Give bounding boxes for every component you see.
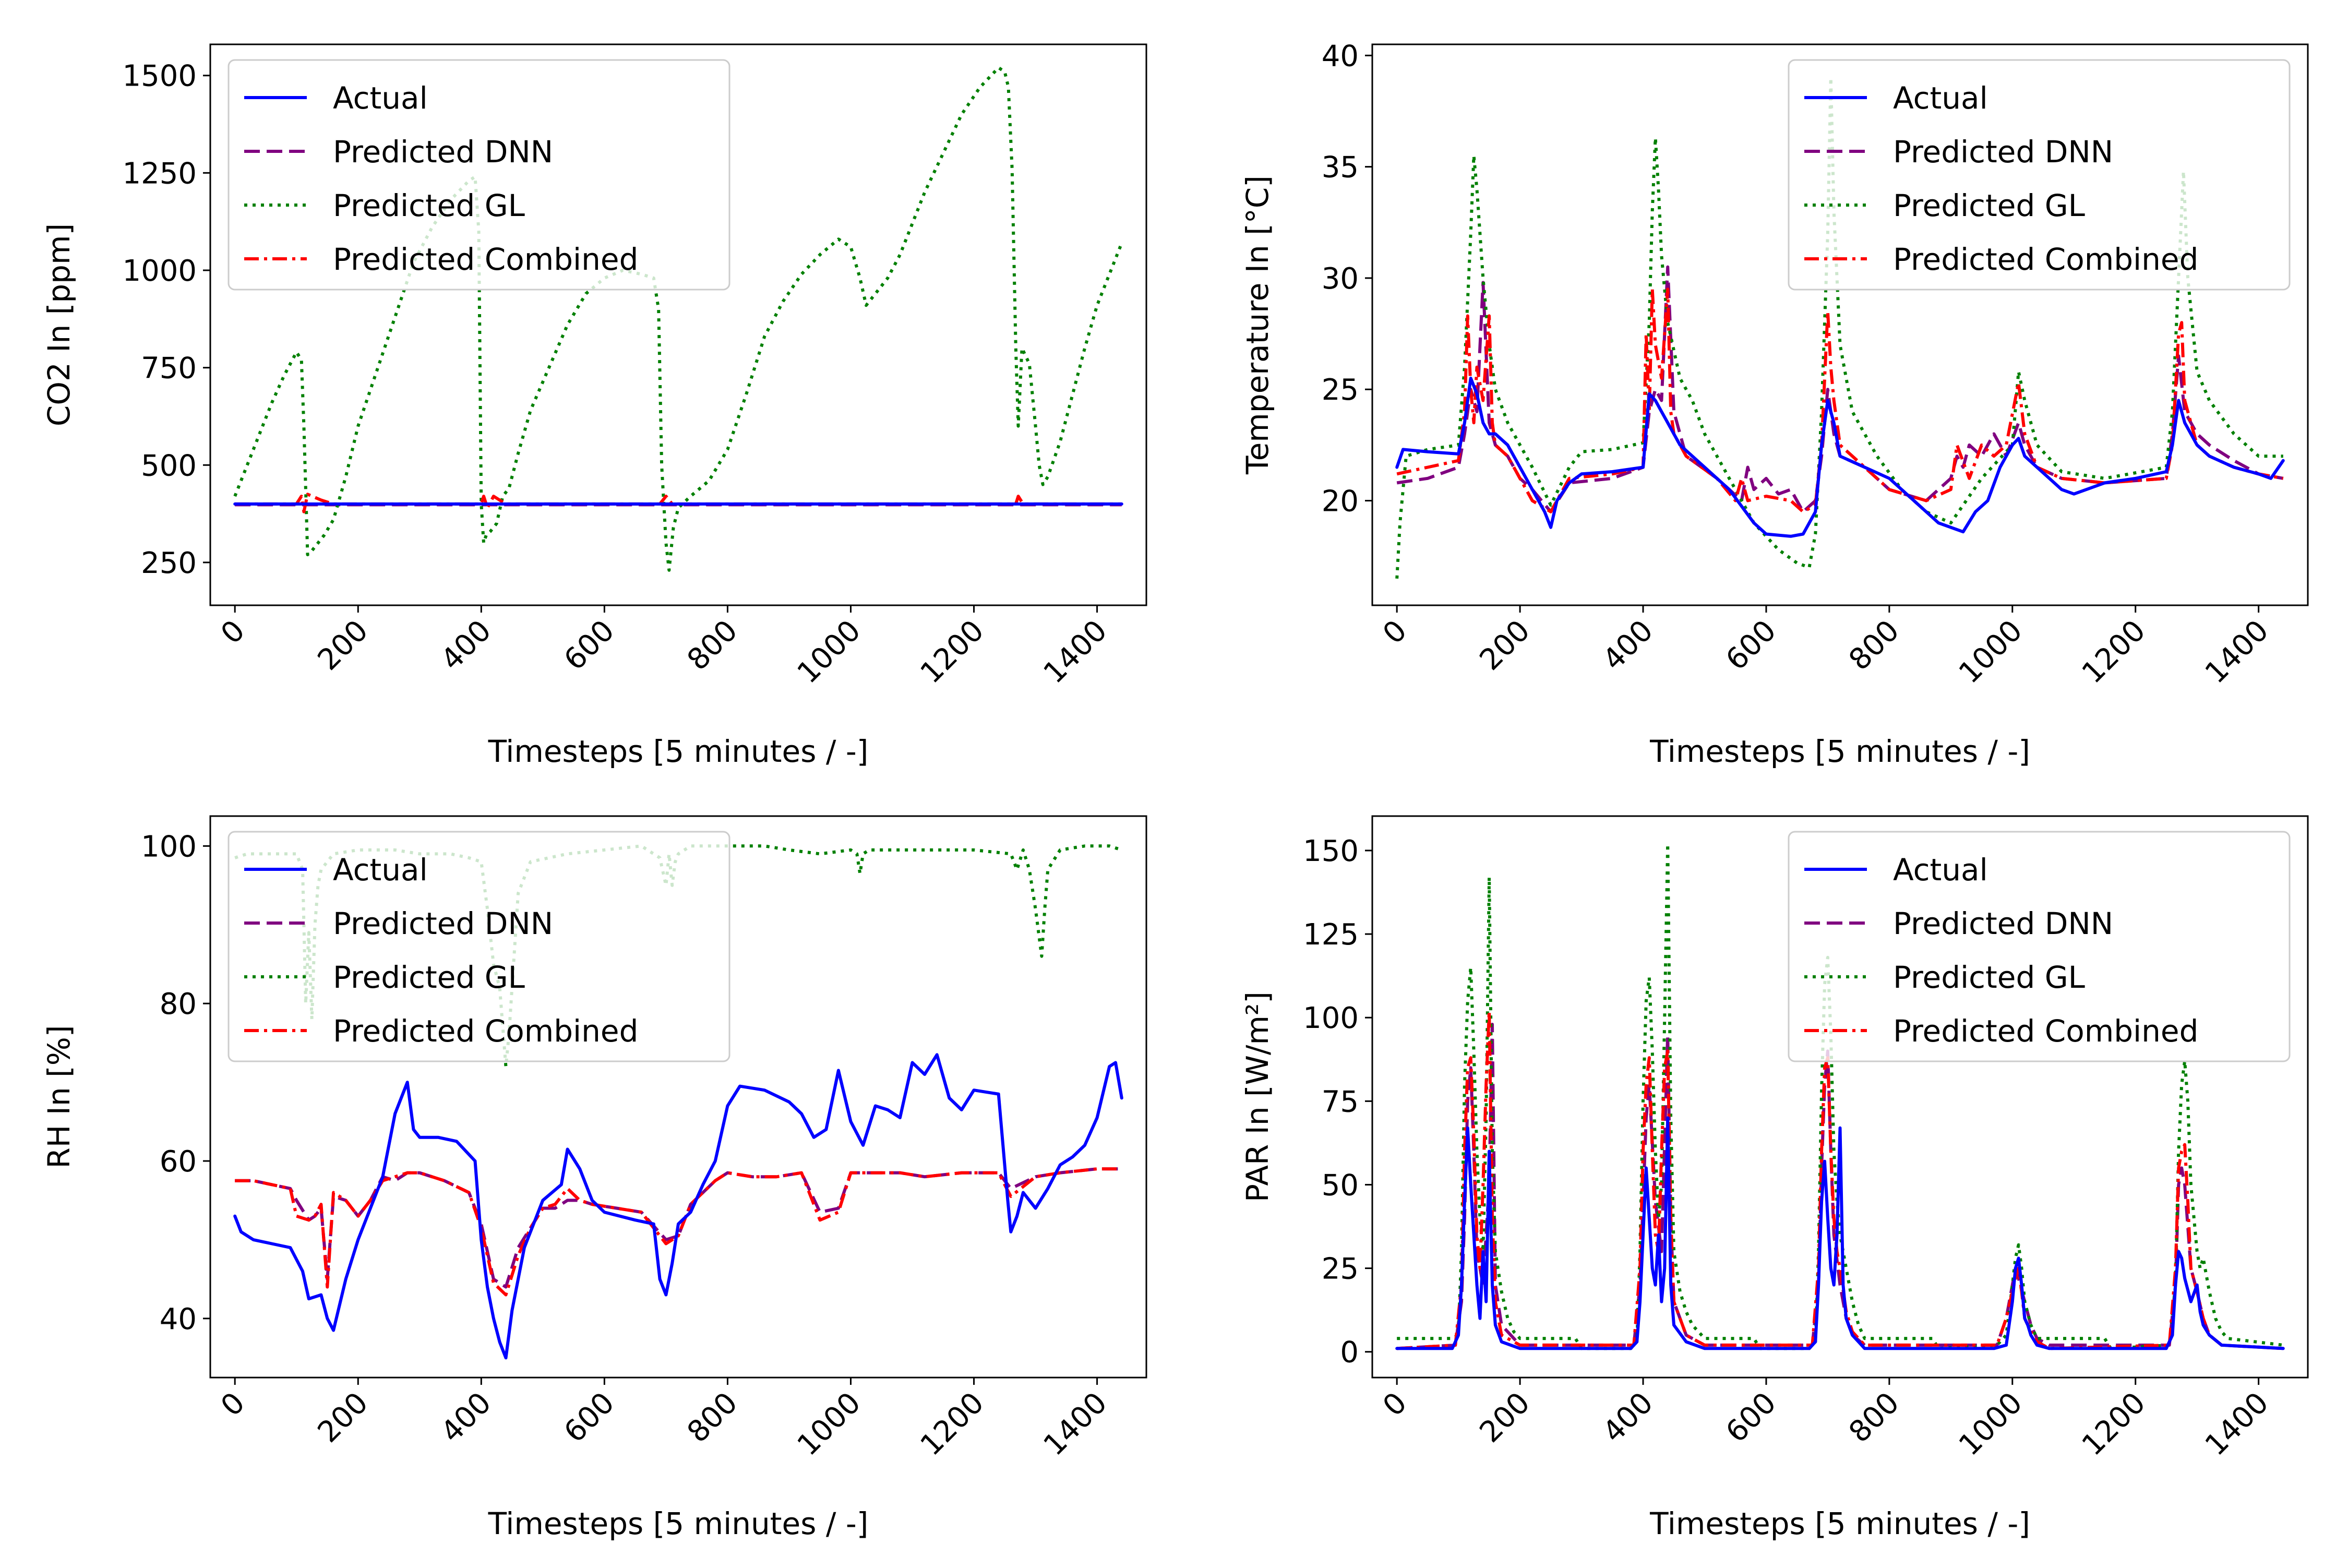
legend-label: Actual — [1893, 852, 1988, 888]
y-tick-label: 40 — [160, 1302, 197, 1336]
legend-label: Predicted GL — [333, 960, 525, 995]
series-line-predicted-gl — [1397, 842, 2284, 1350]
legend-label: Actual — [333, 80, 428, 116]
plot-frame — [1371, 43, 2309, 606]
plot-frame — [209, 815, 1147, 1379]
legend-box — [227, 831, 730, 1062]
series-group — [233, 66, 1123, 572]
y-tick-label: 40 — [1322, 39, 1359, 73]
legend-label: Predicted Combined — [333, 242, 638, 277]
y-tick-label: 35 — [1322, 151, 1359, 185]
series-line-predicted-combined — [1397, 1009, 2283, 1350]
y-axis-label: Temperature In [°C] — [1240, 175, 1275, 475]
y-tick-label: 500 — [141, 449, 197, 483]
y-axis-label: PAR In [W/m²] — [1240, 991, 1275, 1202]
legend-label: Actual — [333, 852, 428, 888]
y-tick-label: 20 — [1322, 485, 1359, 519]
x-axis-label: Timesteps [5 minutes / -] — [488, 1506, 869, 1541]
y-tick-label: 1500 — [122, 59, 197, 93]
series-line-actual — [1395, 1116, 2285, 1350]
y-tick-label: 25 — [1322, 373, 1359, 407]
legend: Actual Predicted DNN Predicted GL Predicted… — [227, 831, 730, 1062]
legend-label: Predicted Combined — [333, 1013, 638, 1049]
y-tick-label: 100 — [1303, 1001, 1359, 1035]
y-tick-label: 750 — [141, 352, 197, 386]
legend-label: Predicted Combined — [1893, 242, 2198, 277]
y-tick-label: 50 — [1322, 1168, 1359, 1202]
y-axis-label: RH In [%] — [41, 1025, 77, 1168]
series-group — [1395, 76, 2285, 579]
legend-label: Actual — [1893, 80, 1988, 116]
y-tick-label: 75 — [1322, 1085, 1359, 1119]
legend-label: Predicted GL — [1893, 188, 2085, 223]
panel-par: 0 200 400 600 800 1000 1200 1400025507510012515… — [1240, 815, 2309, 1541]
y-tick-label: 1250 — [122, 157, 197, 190]
legend-label: Predicted DNN — [1893, 906, 2113, 941]
plot-frame — [209, 43, 1147, 606]
y-tick-label: 125 — [1303, 918, 1359, 952]
legend-box — [227, 59, 730, 291]
legend-label: Predicted GL — [1893, 960, 2085, 995]
y-tick-label: 250 — [141, 546, 197, 580]
legend-label: Predicted DNN — [333, 134, 553, 170]
legend-box — [1788, 831, 2291, 1062]
legend: Actual Predicted DNN Predicted GL Predicted… — [1788, 831, 2291, 1062]
legend: Actual Predicted DNN Predicted GL Predicted… — [227, 59, 730, 291]
y-axis-label: CO2 In [ppm] — [41, 223, 77, 426]
series-line-predicted-combined — [235, 1167, 1122, 1297]
series-group — [1395, 842, 2285, 1350]
legend: Actual Predicted DNN Predicted GL Predicted… — [1788, 59, 2291, 291]
legend-label: Predicted DNN — [1893, 134, 2113, 170]
plot-frame — [1371, 815, 2309, 1379]
series-line-actual — [233, 1053, 1123, 1360]
x-axis-label: Timesteps [5 minutes / -] — [1649, 734, 2030, 769]
x-axis-label: Timesteps [5 minutes / -] — [488, 734, 869, 769]
legend-box — [1788, 59, 2291, 291]
y-tick-label: 80 — [160, 987, 197, 1021]
y-tick-label: 30 — [1322, 262, 1359, 296]
legend-label: Predicted DNN — [333, 906, 553, 941]
y-tick-label: 0 — [1340, 1336, 1359, 1370]
y-tick-label: 100 — [141, 830, 197, 864]
legend-label: Predicted Combined — [1893, 1013, 2198, 1049]
y-tick-label: 1000 — [122, 254, 197, 288]
y-tick-label: 150 — [1303, 834, 1359, 868]
y-tick-label: 25 — [1322, 1252, 1359, 1286]
x-axis-label: Timesteps [5 minutes / -] — [1649, 1506, 2030, 1541]
y-tick-label: 60 — [160, 1145, 197, 1179]
series-line-actual — [1395, 376, 2285, 538]
legend-label: Predicted GL — [333, 188, 525, 223]
